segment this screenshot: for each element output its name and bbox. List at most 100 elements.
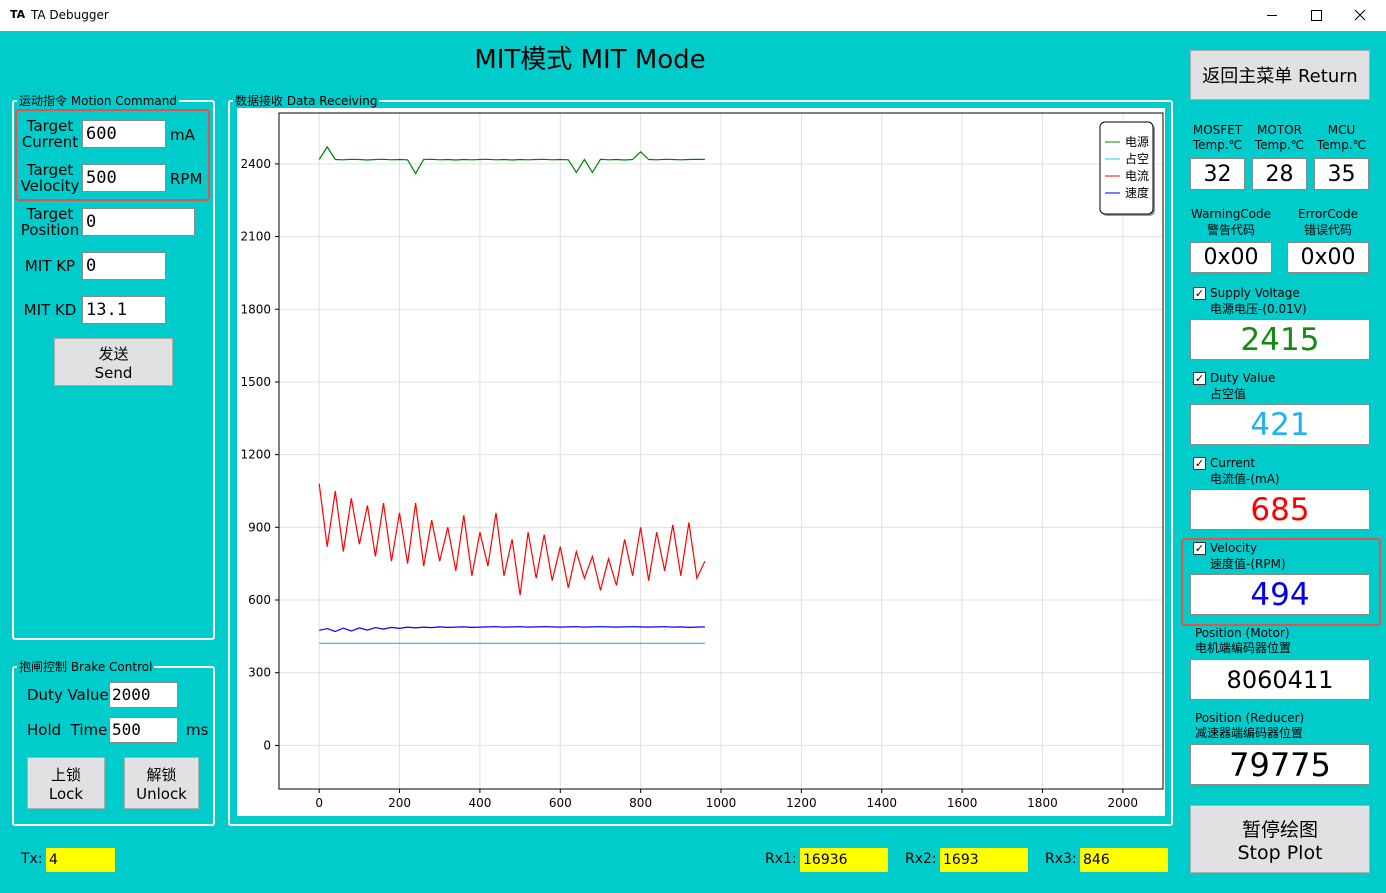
text-input[interactable]: 500: [82, 164, 166, 192]
temp-label: MCU Temp.℃: [1308, 122, 1375, 154]
brake-button[interactable]: 解锁 Unlock: [124, 757, 199, 809]
label-line: 错误代码: [1303, 222, 1352, 237]
x-tick-label: 0: [315, 796, 323, 810]
field-label: MIT KD: [23, 301, 77, 319]
status-label: Rx1:: [765, 851, 797, 867]
y-tick-label: 0: [263, 738, 271, 752]
label-line: Current: [1210, 456, 1256, 470]
series-line: [318, 145, 705, 175]
button-text: 暂停绘图: [1241, 818, 1318, 841]
return-button[interactable]: 返回主菜单 Return: [1190, 50, 1370, 100]
checkbox[interactable]: ✓: [1193, 457, 1206, 470]
readout-value: 2415: [1190, 319, 1370, 360]
field-label: Hold Time:: [27, 721, 113, 739]
field-label: Duty Value:: [27, 686, 114, 704]
x-tick-label: 200: [388, 796, 411, 810]
label-line: Temp.℃: [1192, 138, 1243, 152]
code-label: ErrorCode 错误代码: [1287, 205, 1369, 238]
text-input[interactable]: 13.1: [82, 296, 166, 324]
position-value: 79775: [1190, 744, 1370, 785]
y-tick-label: 300: [248, 666, 271, 680]
button-text: Send: [94, 363, 133, 382]
highlight-box: [1181, 538, 1381, 626]
button-text: 上锁: [50, 765, 81, 784]
stop-plot-button[interactable]: 暂停绘图 Stop Plot: [1190, 805, 1370, 873]
temp-value: 32: [1190, 158, 1245, 190]
app-icon: TA: [10, 8, 26, 21]
text-input[interactable]: 500: [109, 717, 178, 743]
label-line: Temp.℃: [1316, 138, 1367, 152]
label-line: ErrorCode: [1298, 206, 1358, 221]
readout-label: Duty Value 占空值: [1210, 370, 1275, 402]
x-tick-label: 800: [629, 796, 652, 810]
label-line: 减速器端编码器位置: [1195, 726, 1304, 740]
legend-label: 速度: [1125, 185, 1149, 200]
label-line: Duty Value: [1210, 371, 1276, 385]
label-line: MOSFET: [1192, 123, 1243, 137]
group-title: 数据接收 Data Receiving: [233, 92, 380, 109]
status-label: Rx2:: [905, 851, 937, 867]
label-line: Position (Motor): [1195, 626, 1290, 640]
checkbox[interactable]: ✓: [1193, 287, 1206, 300]
group-title: 运动指令 Motion Command: [17, 92, 179, 109]
x-tick-label: 2000: [1108, 796, 1139, 810]
readout-value: 685: [1190, 489, 1370, 530]
label-line: Supply Voltage: [1210, 286, 1300, 300]
text-input[interactable]: 0: [82, 252, 166, 280]
y-tick-label: 1800: [240, 302, 271, 316]
label-line: MCU: [1327, 123, 1356, 137]
y-tick-label: 600: [248, 593, 271, 607]
group-title: 抱闸控制 Brake Control: [17, 658, 155, 675]
label-line: Position (Reducer): [1195, 711, 1305, 725]
y-tick-label: 1200: [240, 448, 271, 462]
label-line: Temp.℃: [1254, 138, 1305, 152]
x-tick-label: 1200: [786, 796, 817, 810]
temp-label: MOSFET Temp.℃: [1184, 122, 1251, 154]
status-value: 1693: [940, 848, 1028, 872]
legend-label: 占空: [1125, 151, 1149, 166]
code-value: 0x00: [1287, 242, 1369, 273]
text-input[interactable]: 600: [82, 120, 166, 148]
text-input[interactable]: 0: [82, 208, 195, 236]
position-label: Position (Reducer) 减速器端编码器位置: [1195, 711, 1304, 741]
series-line: [319, 626, 705, 633]
unit-label: ms: [186, 721, 209, 739]
unit-label: mA: [170, 126, 195, 144]
status-label: Tx:: [21, 851, 43, 867]
series-line: [318, 483, 706, 596]
y-tick-label: 900: [248, 520, 271, 534]
text-input[interactable]: 2000: [109, 682, 178, 708]
label-line: 警告代码: [1206, 222, 1255, 237]
checkbox[interactable]: ✓: [1193, 542, 1206, 555]
status-value: 16936: [800, 848, 888, 872]
label-line: 速度值-(RPM): [1210, 557, 1286, 571]
send-button[interactable]: 发送 Send: [54, 338, 173, 386]
x-tick-label: 1000: [706, 796, 737, 810]
readout-value: 421: [1190, 404, 1370, 445]
label-line: 电源电压-(0.01V): [1210, 302, 1307, 316]
label-line: WarningCode: [1190, 206, 1272, 221]
label-line: 电流值-(mA): [1210, 472, 1280, 486]
button-text: Stop Plot: [1237, 841, 1323, 864]
title-bar: [0, 0, 1386, 31]
field-label: Target Current: [21, 117, 79, 151]
status-value: 4: [46, 848, 115, 872]
brake-button[interactable]: 上锁 Lock: [27, 757, 105, 809]
plot-frame: [278, 112, 1164, 790]
button-text: 发送: [98, 344, 129, 363]
checkbox[interactable]: ✓: [1193, 372, 1206, 385]
window-controls[interactable]: [1250, 0, 1386, 31]
button-text: Lock: [48, 784, 84, 803]
temp-value: 28: [1252, 158, 1307, 190]
temp-value: 35: [1314, 158, 1369, 190]
x-tick-label: 400: [468, 796, 491, 810]
readout-label: Supply Voltage 电源电压-(0.01V): [1210, 285, 1307, 317]
status-value: 846: [1080, 848, 1168, 872]
readout-value: 494: [1190, 574, 1370, 615]
x-tick-label: 600: [549, 796, 572, 810]
label-line: MOTOR: [1257, 123, 1302, 137]
chart: 0 200 400 600 800 1000 1200 1400 1600 1800 2000 0 30…: [237, 108, 1165, 816]
label-line: Velocity: [1210, 541, 1258, 555]
status-label: Rx3:: [1045, 851, 1077, 867]
